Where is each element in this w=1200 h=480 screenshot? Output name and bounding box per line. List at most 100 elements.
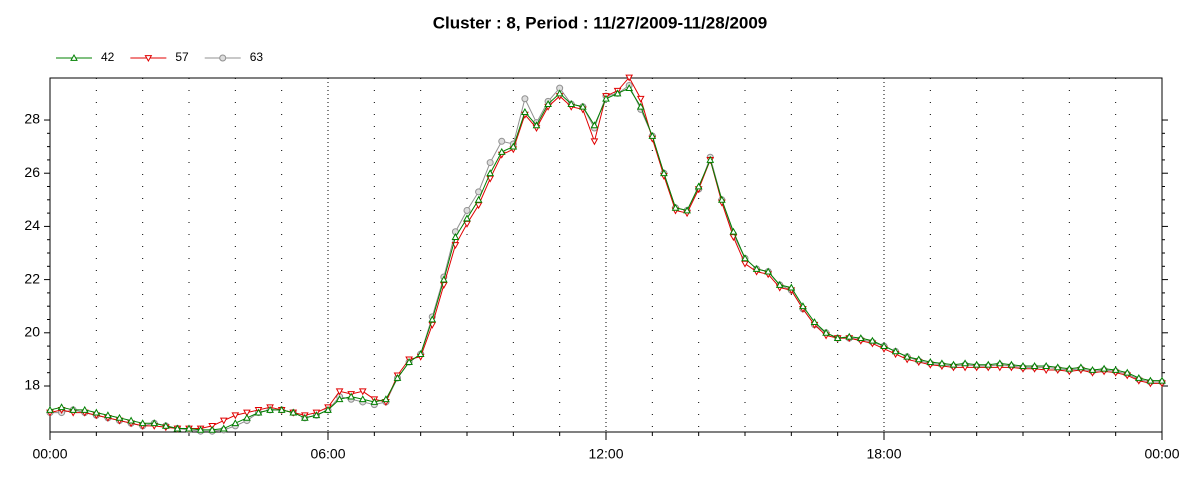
data-point — [115, 413, 124, 421]
data-point — [312, 411, 321, 419]
data-point — [648, 131, 657, 139]
data-point — [358, 395, 367, 403]
data-point — [1030, 362, 1039, 369]
data-point — [231, 419, 240, 427]
data-point — [891, 347, 900, 355]
data-point — [972, 360, 981, 368]
data-point — [567, 100, 576, 107]
data-point — [868, 336, 877, 344]
data-point — [625, 74, 634, 82]
y-tick-label: 28 — [24, 111, 40, 127]
data-point — [1158, 376, 1166, 384]
data-point — [938, 359, 946, 367]
data-point — [463, 220, 471, 228]
data-point — [671, 203, 680, 211]
data-point — [521, 108, 529, 115]
plot-frame — [49, 77, 1163, 433]
data-point — [416, 350, 425, 357]
data-point — [486, 169, 495, 177]
data-point — [660, 169, 668, 177]
data-point — [219, 424, 228, 432]
legend-label: 42 — [101, 50, 115, 64]
data-point — [544, 100, 552, 107]
data-point — [1019, 362, 1027, 369]
data-point — [428, 315, 437, 323]
data-point — [161, 421, 170, 429]
data-point — [243, 413, 251, 421]
data-point — [370, 397, 379, 405]
data-point — [69, 405, 78, 413]
data-point — [300, 413, 309, 421]
data-point — [254, 408, 263, 416]
data-point — [277, 405, 286, 413]
data-point — [903, 352, 912, 360]
data-point — [625, 84, 634, 92]
data-point — [613, 89, 622, 97]
data-point — [764, 267, 773, 275]
data-point — [439, 275, 448, 283]
data-point — [1077, 363, 1085, 371]
data-point — [1088, 366, 1097, 373]
data-point — [926, 358, 935, 365]
data-point — [92, 408, 101, 416]
data-point — [1042, 362, 1051, 369]
data-point — [636, 102, 645, 110]
data-point — [266, 405, 274, 413]
data-point — [335, 388, 344, 396]
data-point — [1111, 366, 1120, 373]
data-point — [196, 425, 205, 433]
data-point — [822, 328, 830, 336]
data-point — [880, 342, 888, 349]
data-point — [694, 182, 703, 190]
data-point — [1065, 364, 1074, 372]
x-tick-label: 12:00 — [588, 446, 623, 462]
data-point — [590, 121, 599, 129]
legend-marker — [144, 55, 153, 63]
data-point — [810, 318, 819, 326]
data-point — [393, 373, 402, 381]
data-point — [150, 419, 159, 427]
data-point — [729, 227, 738, 235]
data-point — [984, 360, 993, 368]
data-point — [532, 121, 541, 129]
data-point — [1053, 363, 1062, 371]
data-point — [995, 359, 1004, 367]
data-point — [1146, 376, 1155, 384]
x-tick-label: 06:00 — [310, 446, 345, 462]
data-point — [799, 302, 807, 310]
data-point — [949, 360, 958, 368]
data-point — [474, 202, 483, 210]
data-point — [451, 233, 460, 240]
data-point — [833, 334, 842, 342]
data-point — [138, 419, 147, 427]
data-point — [555, 89, 564, 97]
y-tick-label: 18 — [24, 377, 40, 393]
data-point — [335, 395, 344, 403]
data-point — [752, 264, 761, 272]
data-point — [463, 206, 471, 214]
data-point — [787, 283, 796, 291]
data-point — [1134, 373, 1143, 381]
data-point — [683, 206, 691, 214]
data-point — [324, 405, 332, 413]
data-point — [185, 424, 193, 432]
y-tick-label: 20 — [24, 323, 40, 339]
data-point — [231, 412, 240, 420]
data-point — [1007, 360, 1016, 368]
data-point — [497, 147, 506, 155]
x-tick-label: 00:00 — [1144, 446, 1179, 462]
legend-item: 63 — [204, 50, 263, 64]
legend-marker — [70, 53, 78, 61]
x-tick-label: 00:00 — [32, 446, 67, 462]
y-tick-label: 26 — [24, 164, 40, 180]
data-point — [486, 159, 494, 167]
chart-title: Cluster : 8, Period : 11/27/2009-11/28/2… — [433, 13, 768, 32]
legend-item: 42 — [56, 50, 115, 64]
data-point — [347, 392, 356, 400]
data-point — [173, 424, 182, 432]
data-point — [243, 409, 251, 417]
x-tick-label: 18:00 — [866, 446, 901, 462]
data-point — [104, 411, 112, 419]
data-point — [474, 195, 483, 203]
